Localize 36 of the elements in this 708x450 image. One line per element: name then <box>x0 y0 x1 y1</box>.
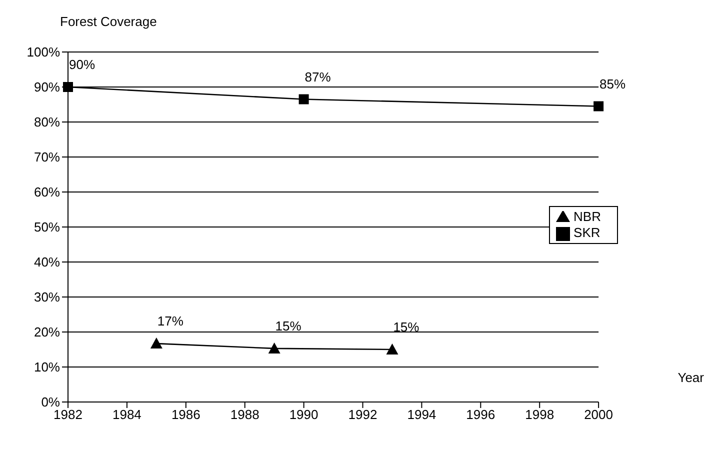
point <box>298 94 309 104</box>
x-tick-label: 1994 <box>407 407 436 422</box>
data-label: 87% <box>304 69 332 84</box>
point <box>150 338 162 349</box>
point <box>386 344 398 354</box>
x-tick-label: 1988 <box>230 407 260 422</box>
y-tick-label: 80% <box>34 114 60 130</box>
y-tick-label: 60% <box>34 184 60 200</box>
data-label: 90% <box>68 57 96 72</box>
y-tick-label: 20% <box>34 324 60 340</box>
point <box>268 342 280 354</box>
y-tick-label: 90% <box>34 80 60 95</box>
data-label: 17% <box>157 314 184 329</box>
x-tick-label: 2000 <box>584 407 614 422</box>
y-tick-label: 30% <box>34 290 60 305</box>
x-tick-label: 1982 <box>54 407 82 422</box>
x-tick-label: 1998 <box>525 407 554 422</box>
legend-label: SKR <box>574 225 600 240</box>
chart-title: Forest Coverage <box>60 14 157 29</box>
y-tick-label: 10% <box>34 360 60 375</box>
x-axis-title: Year <box>678 370 704 385</box>
x-tick-label: 1996 <box>466 407 496 422</box>
y-tick-label: 100% <box>26 44 60 60</box>
y-tick-label: 70% <box>34 150 60 165</box>
x-tick-label: 1990 <box>289 407 318 422</box>
data-label: 85% <box>600 76 626 92</box>
x-tick-label: 1992 <box>348 407 378 422</box>
data-label: 15% <box>275 318 302 334</box>
legend-label: NBR <box>574 209 601 224</box>
x-tick-label: 1984 <box>112 407 142 422</box>
data-label: 15% <box>393 320 420 334</box>
point <box>594 101 604 112</box>
y-tick-label: 40% <box>34 254 60 270</box>
y-tick-label: 50% <box>34 220 60 235</box>
x-tick-label: 1986 <box>171 407 200 422</box>
y-tick-label: 0% <box>41 394 60 410</box>
